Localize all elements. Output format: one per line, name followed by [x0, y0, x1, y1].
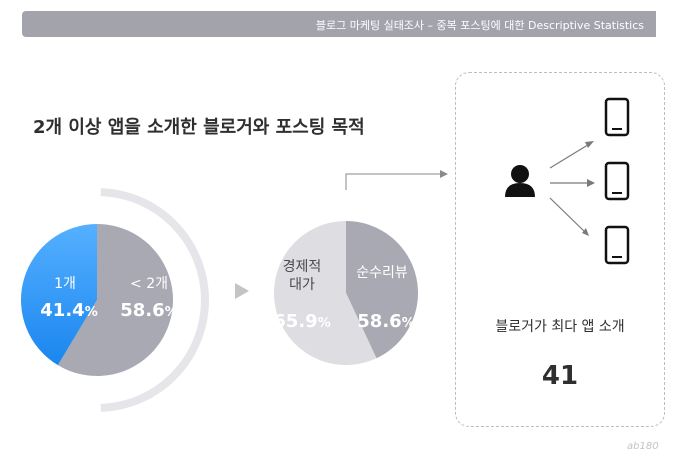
panel-label: 블로거가 최다 앱 소개 — [495, 319, 625, 335]
section-title: 2개 이상 앱을 소개한 블로거와 포스팅 목적 — [33, 117, 365, 138]
smartphone-icon — [604, 161, 630, 201]
person-icon — [505, 165, 535, 197]
slice-label-multiple: < 2개 — [130, 276, 168, 292]
connector-arrowhead-icon — [440, 170, 448, 178]
panel-value: 41 — [541, 361, 579, 391]
pie-chart-purpose: 경제적 대가 65.9% 순수리뷰 58.6% — [273, 220, 419, 365]
logo: ab180 — [627, 441, 659, 452]
decorative-ring — [100, 188, 209, 412]
slice-label-review: 순수리뷰 — [356, 265, 408, 281]
slice-value-single: 41.4% — [40, 300, 97, 321]
smartphone-icon — [604, 225, 630, 265]
pie-slice-compensation — [274, 220, 377, 365]
smartphone-icon — [604, 97, 630, 137]
blogger-diagram — [505, 97, 630, 265]
slice-label-single: 1개 — [54, 276, 76, 292]
header-title: 블로그 마케팅 실태조사 – 중복 포스팅에 대한 Descriptive St… — [315, 19, 644, 32]
slice-value-compensation: 65.9% — [273, 311, 330, 332]
pie-chart-bloggers: 1개 41.4% < 2개 58.6% — [21, 224, 178, 376]
arrow-icon — [549, 142, 592, 234]
pie-slice-multiple — [57, 224, 174, 376]
pie-slice-review — [346, 221, 419, 359]
pie-slice-single — [21, 224, 98, 366]
slice-value-multiple: 58.6% — [120, 300, 177, 321]
connector-arrow-icon — [345, 173, 444, 190]
triangle-arrow-icon — [235, 283, 249, 299]
arrowheads — [582, 141, 595, 236]
slice-value-review: 58.6% — [357, 311, 414, 332]
slice-label-compensation: 경제적 대가 — [283, 259, 322, 293]
header-bar: 블로그 마케팅 실태조사 – 중복 포스팅에 대한 Descriptive St… — [22, 11, 656, 37]
blogger-panel: 블로거가 최다 앱 소개 41 — [455, 72, 665, 427]
